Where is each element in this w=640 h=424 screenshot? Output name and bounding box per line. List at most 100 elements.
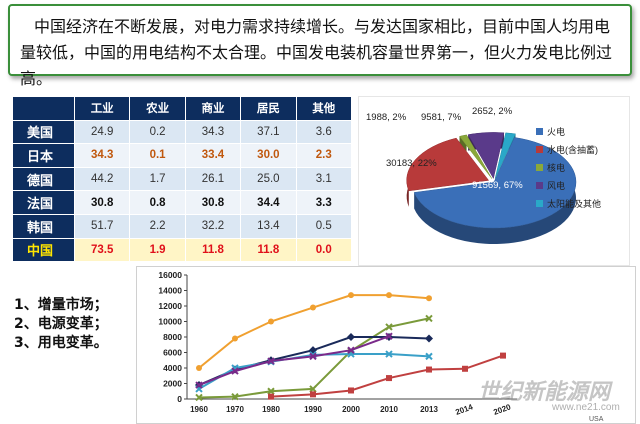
table-cell: 0.0 bbox=[295, 237, 353, 263]
header-cell: 其他 bbox=[295, 96, 353, 121]
legend-swatch bbox=[536, 145, 543, 153]
data-point bbox=[426, 295, 432, 302]
data-point bbox=[267, 387, 275, 395]
x-tick-label: 2010 bbox=[380, 405, 398, 414]
legend-item: 火电 bbox=[536, 122, 601, 140]
pie-data-label: 9581, 7% bbox=[421, 112, 462, 123]
table-cell: 2.2 bbox=[129, 213, 186, 239]
table-row: 美国 24.9 0.2 34.3 37.1 3.6 bbox=[12, 119, 353, 145]
key-points: 1、增量市场； 2、电源变革； 3、用电变革。 bbox=[14, 296, 108, 353]
data-point bbox=[386, 292, 392, 299]
table-cell: 3.1 bbox=[295, 166, 353, 192]
y-tick-label: 0 bbox=[177, 394, 182, 404]
table-cell: 26.1 bbox=[184, 166, 242, 192]
data-point bbox=[348, 292, 354, 299]
pie-chart bbox=[406, 132, 577, 244]
table-cell: 30.8 bbox=[73, 190, 131, 215]
legend-item: 水电(含抽蓄) bbox=[536, 140, 601, 158]
country-cell: 韩国 bbox=[12, 213, 75, 239]
data-point bbox=[385, 332, 393, 340]
data-point bbox=[309, 352, 317, 361]
data-point bbox=[232, 335, 238, 342]
key-point: 2、电源变革； bbox=[14, 316, 108, 332]
data-point bbox=[268, 393, 274, 400]
table-cell: 1.9 bbox=[129, 237, 186, 263]
table-corner bbox=[12, 96, 75, 121]
consumption-table: 工业 农业 商业 居民 其他 美国 24.9 0.2 34.3 37.1 3.6… bbox=[12, 96, 353, 263]
table-cell: 3.6 bbox=[295, 119, 353, 145]
legend-item: 太阳能及其他 bbox=[536, 194, 601, 212]
y-tick-label: 14000 bbox=[158, 286, 182, 296]
data-point bbox=[267, 357, 275, 365]
header-cell: 商业 bbox=[184, 96, 242, 121]
y-tick-label: 10000 bbox=[158, 317, 182, 327]
legend-item: 核电 bbox=[536, 158, 601, 176]
data-point bbox=[386, 375, 392, 382]
legend-label: 风电 bbox=[547, 180, 566, 191]
line-legend-label: USA bbox=[589, 416, 604, 423]
watermark: 世纪新能源网 bbox=[478, 380, 611, 405]
data-point bbox=[268, 318, 274, 325]
table-cell: 34.3 bbox=[184, 119, 242, 145]
table-cell: 73.5 bbox=[73, 237, 131, 263]
data-point bbox=[385, 323, 393, 331]
data-point bbox=[425, 334, 433, 343]
y-tick-label: 6000 bbox=[163, 348, 182, 358]
x-tick-label: 1960 bbox=[190, 405, 208, 414]
table-row: 法国 30.8 0.8 30.8 34.4 3.3 bbox=[12, 190, 353, 215]
data-point bbox=[426, 366, 432, 373]
data-point bbox=[231, 367, 239, 375]
pie-data-label: 30183, 22% bbox=[386, 158, 437, 169]
x-tick-label: 2013 bbox=[420, 405, 438, 414]
data-point bbox=[196, 365, 202, 371]
pie-slice bbox=[406, 137, 490, 192]
table-cell: 33.4 bbox=[184, 143, 242, 168]
intro-text: 中国经济在不断发展，对电力需求持续增长。与发达国家相比，目前中国人均用电量较低，… bbox=[20, 17, 613, 88]
header-cell: 居民 bbox=[240, 96, 297, 121]
legend-swatch bbox=[536, 127, 543, 135]
table-cell: 2.3 bbox=[295, 143, 353, 168]
pie-data-label: 1988, 2% bbox=[366, 112, 407, 123]
legend-swatch bbox=[536, 199, 543, 207]
watermark-url: www.ne21.com bbox=[552, 402, 620, 413]
data-point bbox=[462, 365, 468, 372]
pie-slice bbox=[494, 132, 516, 179]
country-cell: 德国 bbox=[12, 166, 75, 192]
table-cell: 34.3 bbox=[73, 143, 131, 168]
data-point bbox=[309, 385, 317, 393]
legend-label: 水电(含抽蓄) bbox=[547, 144, 598, 155]
table-cell: 1.7 bbox=[129, 166, 186, 192]
table-cell: 34.4 bbox=[240, 190, 297, 215]
table-cell: 25.0 bbox=[240, 166, 297, 192]
data-point bbox=[231, 392, 239, 401]
legend-label: 火电 bbox=[547, 126, 566, 137]
table-cell: 3.3 bbox=[295, 190, 353, 215]
country-cell: 美国 bbox=[12, 119, 75, 145]
table-cell: 44.2 bbox=[73, 166, 131, 192]
pie-slice bbox=[459, 134, 493, 179]
table-cell: 11.8 bbox=[240, 237, 297, 263]
pie-slice bbox=[467, 132, 505, 180]
table-cell: 30.0 bbox=[240, 143, 297, 168]
y-tick-label: 8000 bbox=[163, 332, 182, 342]
y-tick-label: 4000 bbox=[163, 363, 182, 373]
table-row: 中国 73.5 1.9 11.8 11.8 0.0 bbox=[12, 237, 353, 263]
data-point bbox=[425, 352, 433, 361]
table-cell: 0.1 bbox=[129, 143, 186, 168]
x-tick-label: 2000 bbox=[342, 405, 360, 414]
table-cell: 30.8 bbox=[184, 190, 242, 215]
data-point bbox=[310, 304, 316, 311]
key-point: 1、增量市场； bbox=[14, 297, 108, 313]
consumption-table-panel: 工业 农业 商业 居民 其他 美国 24.9 0.2 34.3 37.1 3.6… bbox=[12, 96, 353, 266]
table-row: 日本 34.3 0.1 33.4 30.0 2.3 bbox=[12, 143, 353, 168]
x-tick-label: 1970 bbox=[226, 405, 244, 414]
data-point bbox=[500, 352, 506, 359]
pie-data-label: 2652, 2% bbox=[472, 106, 513, 117]
table-cell: 51.7 bbox=[73, 213, 131, 239]
legend-label: 太阳能及其他 bbox=[547, 198, 602, 209]
data-point bbox=[425, 314, 433, 323]
header-cell: 工业 bbox=[73, 96, 131, 121]
line-chart: 0 2000 4000 6000 8000 10000 12000 14000 16000 196… bbox=[158, 270, 604, 423]
table-row: 德国 44.2 1.7 26.1 25.0 3.1 bbox=[12, 166, 353, 192]
pie-slice bbox=[413, 137, 577, 229]
